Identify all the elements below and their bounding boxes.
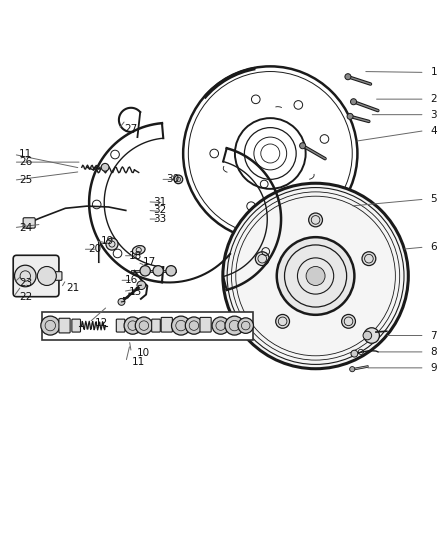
Circle shape: [106, 238, 118, 250]
Circle shape: [41, 316, 60, 335]
Circle shape: [223, 183, 408, 369]
Text: 19: 19: [101, 236, 114, 246]
Circle shape: [363, 331, 372, 340]
Circle shape: [172, 316, 191, 335]
Text: 6: 6: [430, 242, 437, 252]
Text: 31: 31: [153, 197, 166, 207]
Circle shape: [185, 317, 202, 334]
Circle shape: [118, 298, 125, 305]
Text: 33: 33: [153, 214, 166, 224]
Text: 15: 15: [128, 287, 141, 296]
Text: 11: 11: [131, 357, 145, 367]
Circle shape: [350, 367, 355, 372]
Circle shape: [174, 175, 183, 184]
Text: 30: 30: [166, 174, 179, 184]
Text: 17: 17: [143, 257, 156, 267]
Circle shape: [212, 317, 230, 334]
Text: 26: 26: [19, 157, 32, 167]
Circle shape: [342, 314, 355, 328]
FancyBboxPatch shape: [59, 318, 70, 333]
Circle shape: [166, 265, 176, 276]
Text: 27: 27: [124, 124, 137, 134]
Circle shape: [153, 265, 163, 276]
FancyBboxPatch shape: [53, 272, 62, 280]
Circle shape: [255, 252, 269, 265]
FancyBboxPatch shape: [72, 319, 81, 332]
Text: 10: 10: [137, 348, 150, 358]
Text: 22: 22: [19, 292, 32, 302]
Text: 32: 32: [153, 205, 166, 215]
Circle shape: [306, 266, 325, 286]
Text: 16: 16: [125, 276, 138, 285]
Circle shape: [124, 317, 141, 334]
Circle shape: [364, 328, 379, 343]
Text: 9: 9: [430, 363, 437, 373]
Circle shape: [300, 143, 306, 149]
Circle shape: [140, 265, 150, 276]
Text: 18: 18: [128, 251, 141, 261]
Circle shape: [276, 314, 290, 328]
Circle shape: [362, 252, 376, 265]
FancyBboxPatch shape: [200, 317, 211, 332]
Circle shape: [351, 350, 358, 357]
Ellipse shape: [132, 246, 145, 255]
FancyBboxPatch shape: [23, 218, 35, 228]
Circle shape: [135, 317, 152, 334]
FancyBboxPatch shape: [13, 255, 59, 297]
Circle shape: [137, 281, 145, 289]
Text: 1: 1: [430, 67, 437, 77]
FancyBboxPatch shape: [117, 319, 125, 332]
FancyBboxPatch shape: [161, 317, 173, 332]
Circle shape: [101, 164, 109, 171]
Circle shape: [238, 318, 254, 333]
Text: 7: 7: [430, 330, 437, 341]
Circle shape: [350, 99, 357, 105]
Text: 11: 11: [19, 149, 32, 159]
Circle shape: [225, 316, 244, 335]
Circle shape: [309, 213, 322, 227]
Text: 2: 2: [430, 94, 437, 104]
Text: 21: 21: [67, 283, 80, 293]
FancyBboxPatch shape: [152, 319, 160, 332]
Circle shape: [14, 265, 36, 287]
Text: 20: 20: [88, 244, 101, 254]
Circle shape: [37, 266, 57, 286]
Text: 3: 3: [430, 110, 437, 120]
FancyBboxPatch shape: [42, 312, 253, 340]
Text: 24: 24: [19, 223, 32, 233]
Circle shape: [277, 237, 354, 315]
Text: 25: 25: [19, 175, 32, 185]
Text: 23: 23: [19, 278, 32, 288]
Circle shape: [347, 114, 353, 119]
Text: 4: 4: [430, 126, 437, 135]
Circle shape: [345, 74, 351, 80]
Text: 8: 8: [430, 347, 437, 357]
Text: 12: 12: [95, 318, 108, 328]
Text: 5: 5: [430, 194, 437, 204]
